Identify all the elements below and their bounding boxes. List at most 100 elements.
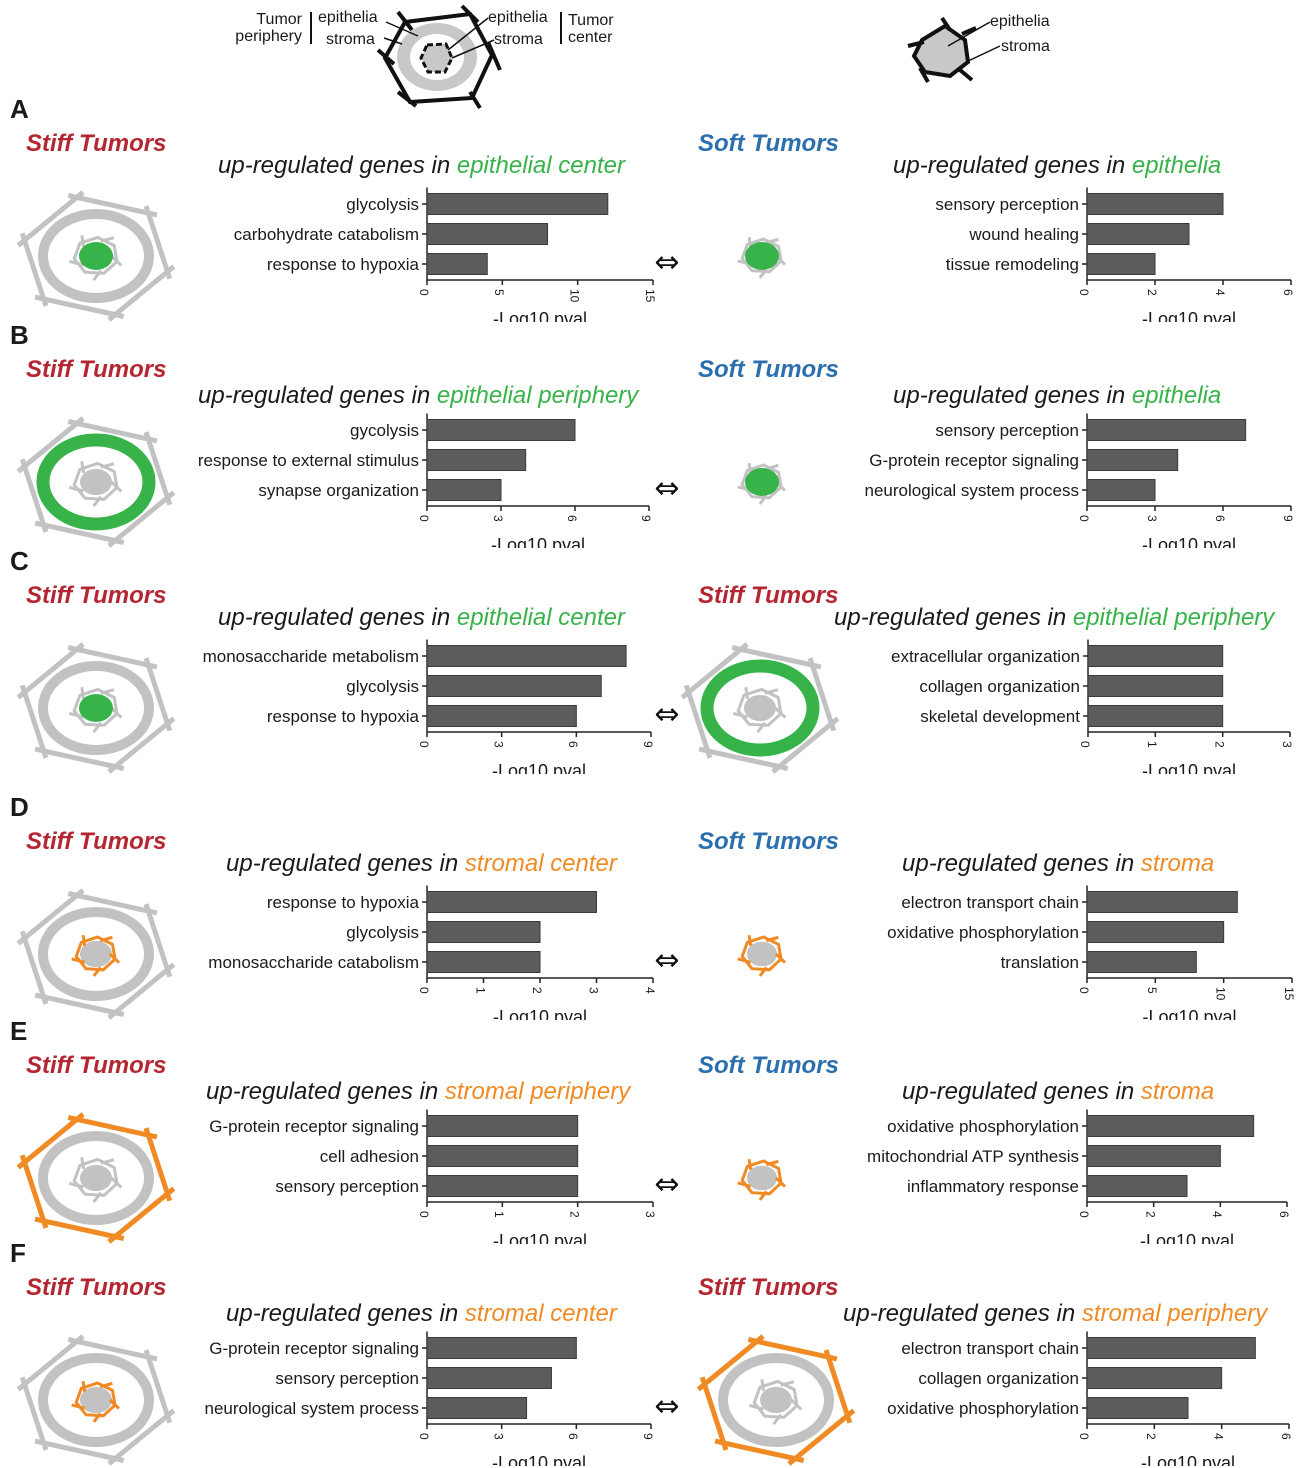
x-tick-label: 0 (1077, 515, 1091, 522)
stiff-tumor-schematic (16, 190, 176, 322)
soft-core (747, 1165, 777, 1191)
x-axis-label: -Log10 pval (1142, 535, 1236, 548)
x-tick-label: 2 (1212, 741, 1226, 748)
legend-pointer (947, 21, 991, 47)
chart-title-left: up-regulated genes in stromal center (226, 1300, 617, 1328)
x-tick-label: 10 (1213, 987, 1227, 1001)
category-label: G-protein receptor signaling (209, 1117, 419, 1136)
core-stroma-segment (68, 712, 84, 719)
stroma-segment (731, 645, 822, 670)
bar-chart-E-right: oxidative phosphorylation mitochondrial A… (867, 1109, 1291, 1244)
chart-title-prefix: up-regulated genes in (218, 604, 457, 631)
x-tick-label: 9 (641, 1433, 655, 1440)
bar (426, 951, 541, 973)
stroma-segment (34, 992, 125, 1017)
core-stroma-segment (99, 935, 113, 943)
panel-F: F Stiff Tumors Stiff Tumors up-regulated ge… (0, 1238, 1314, 1466)
x-tick-label: 0 (1077, 987, 1091, 994)
periphery-epithelial-ring (38, 661, 154, 755)
x-tick-label: 3 (586, 987, 600, 994)
core-stroma-segment (744, 687, 750, 700)
bar (1087, 675, 1224, 697)
group-label-right: Soft Tumors (698, 1052, 839, 1079)
x-tick-label: 3 (1145, 515, 1159, 522)
group-label-left: Stiff Tumors (26, 130, 167, 157)
stroma-segment (107, 264, 176, 322)
chart-title-right: up-regulated genes in epithelia (893, 382, 1221, 410)
x-tick-label: 0 (1077, 289, 1091, 296)
chart-title-prefix: up-regulated genes in (893, 382, 1132, 409)
soft-tumor-schematic (737, 934, 787, 977)
stiff-tumor-schematic (16, 416, 176, 548)
chart-title-prefix: up-regulated genes in (198, 382, 437, 409)
core-stroma-segment (760, 1379, 766, 1392)
core-stroma-segment (71, 1403, 86, 1410)
soft-tumor-schematic (737, 1158, 787, 1201)
core-stroma-segment (747, 1158, 753, 1170)
x-tick-label: 6 (1279, 1433, 1293, 1440)
x-axis-label: -Log10 pval (491, 535, 585, 548)
core-stroma-segment (737, 1181, 752, 1188)
stroma-segment (143, 205, 173, 280)
soft-epithelia-highlight (745, 242, 779, 270)
category-label: oxidative phosphorylation (887, 923, 1079, 942)
core-stroma-segment (100, 688, 115, 695)
category-label: sensory perception (275, 1177, 419, 1196)
x-tick-label: 6 (1213, 515, 1227, 522)
category-label: tissue remodeling (946, 255, 1079, 274)
legend-pointer (385, 21, 419, 37)
core-stroma-segment (81, 934, 87, 946)
core-stroma-outline (72, 235, 119, 275)
stroma-segment (19, 1154, 49, 1229)
x-tick-label: 9 (639, 515, 653, 522)
core-stroma-segment (68, 260, 84, 267)
periphery-epithelial-ring (700, 659, 820, 757)
stroma-segment (16, 1112, 85, 1170)
stiff-tumor-schematic (696, 1334, 856, 1466)
core-stroma-segment (100, 462, 115, 469)
group-label-right: Soft Tumors (698, 828, 839, 855)
panel-graphics: ⇔ G-protein receptor signaling cell adhesi… (16, 1109, 1291, 1244)
x-tick-label: 6 (566, 741, 580, 748)
stroma-segment (34, 1438, 125, 1463)
bar (1086, 891, 1238, 913)
bar (426, 479, 502, 501)
chart-title-prefix: up-regulated genes in (893, 152, 1132, 179)
category-label: skeletal development (920, 707, 1080, 726)
legend-soft-stroma-segment (907, 40, 925, 48)
core-stroma-outline (72, 461, 119, 501)
x-tick-label: 0 (417, 289, 431, 296)
stroma-segment (107, 490, 176, 548)
x-tick-label: 2 (530, 987, 544, 994)
x-tick-label: 6 (566, 1433, 580, 1440)
bar (1086, 253, 1156, 275)
center-epithelia-highlight (79, 242, 113, 270)
core-stroma-segment (80, 687, 86, 700)
group-label-right: Soft Tumors (698, 130, 839, 157)
stiff-tumor-schematic (16, 1112, 176, 1244)
core-stroma-outline (752, 1379, 799, 1419)
legend-soft-stroma-segment (958, 68, 974, 82)
core-stroma-segment (772, 1413, 782, 1426)
chart-title-highlight: epithelial center (456, 604, 625, 631)
category-label: cell adhesion (320, 1147, 419, 1166)
core-stroma-segment (110, 480, 123, 493)
bar (1087, 705, 1224, 727)
center-core (80, 1386, 112, 1414)
chart-title-right: up-regulated genes in epithelial periphe… (834, 604, 1274, 632)
core-stroma-segment (92, 721, 102, 734)
core-stroma-segment (774, 952, 787, 964)
stroma-segment (143, 657, 173, 732)
legend-center-stroma: stroma (494, 31, 543, 48)
stiff-tumor-schematic (16, 888, 176, 1020)
bar (1086, 1175, 1188, 1197)
bar (426, 449, 527, 471)
center-core (80, 468, 112, 496)
core-stroma-segment (774, 1176, 787, 1188)
legend-soft-stroma: stroma (1001, 38, 1050, 55)
core-stroma-segment (100, 236, 115, 243)
x-tick-label: 5 (1145, 987, 1159, 994)
category-label: gycolysis (350, 421, 419, 440)
legend-pointer (383, 37, 403, 45)
